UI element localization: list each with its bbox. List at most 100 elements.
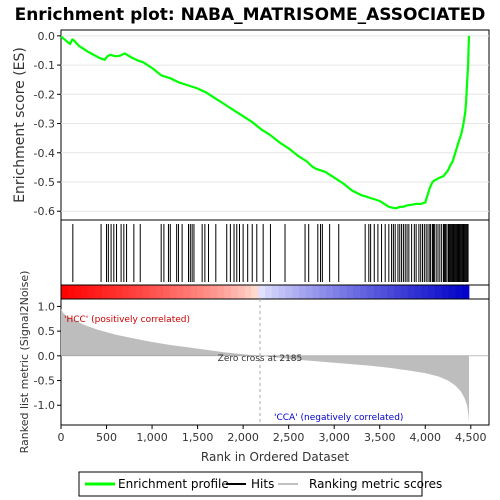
enrichment-y-axis: 0.0 -0.1 -0.2 -0.3 -0.4 -0.5 -0.6 bbox=[34, 30, 61, 218]
color-band-segment bbox=[428, 285, 436, 299]
color-band-segment bbox=[387, 285, 395, 299]
enrichment-profile-path bbox=[60, 35, 471, 210]
color-band-segment bbox=[203, 285, 211, 299]
x-axis-label: Rank in Ordered Dataset bbox=[201, 450, 349, 464]
rank-color-band bbox=[61, 285, 470, 299]
legend-label-enrichment: Enrichment profile bbox=[118, 477, 229, 491]
color-band-segment bbox=[448, 285, 456, 299]
x-tick-label: 0 bbox=[58, 431, 65, 444]
color-band-segment bbox=[285, 285, 293, 299]
es-y-tick-label: 0.0 bbox=[38, 30, 56, 43]
color-band-segment bbox=[407, 285, 415, 299]
es-y-tick-label: -0.4 bbox=[34, 147, 55, 160]
metric-y-tick-label: 0.5 bbox=[38, 325, 56, 338]
metric-y-tick-label: -0.5 bbox=[34, 375, 55, 388]
color-band-segment bbox=[224, 285, 232, 299]
positive-correlation-label: 'HCC' (positively correlated) bbox=[64, 315, 190, 325]
zero-cross-label: Zero cross at 2185 bbox=[218, 354, 303, 364]
color-band-segment bbox=[271, 285, 279, 299]
metric-y-tick-label: 0.0 bbox=[38, 350, 56, 363]
x-tick-label: 2,000 bbox=[227, 431, 259, 444]
metric-y-axis: 1.0 0.5 0.0 -0.5 -1.0 bbox=[34, 300, 61, 412]
color-band-segment bbox=[421, 285, 429, 299]
ranked-metric-area bbox=[61, 308, 489, 423]
color-band-segment bbox=[332, 285, 341, 299]
color-band-segment bbox=[244, 285, 252, 299]
color-band-segment bbox=[162, 285, 171, 299]
color-band-segment bbox=[455, 285, 463, 299]
color-band-segment bbox=[305, 285, 313, 299]
es-y-tick-label: -0.6 bbox=[34, 205, 55, 218]
enrichment-y-label: Enrichment score (ES) bbox=[12, 47, 28, 203]
color-band-segment bbox=[108, 285, 116, 299]
x-tick-label: 2,500 bbox=[273, 431, 305, 444]
legend-label-ranking: Ranking metric scores bbox=[309, 477, 442, 491]
enrichment-panel bbox=[60, 29, 490, 221]
color-band-segment bbox=[149, 285, 157, 299]
color-band-segment bbox=[346, 285, 354, 299]
x-tick-label: 3,500 bbox=[364, 431, 396, 444]
color-band-segment bbox=[156, 285, 164, 299]
x-tick-label: 1,500 bbox=[182, 431, 214, 444]
color-band-segment bbox=[230, 285, 239, 299]
enrichment-profile-line bbox=[60, 35, 471, 210]
color-band-segment bbox=[278, 285, 286, 299]
color-band-segment bbox=[462, 285, 470, 299]
x-axis: 0 500 1,000 1,500 2,000 2,500 3,000 3,500 4,000 4… bbox=[58, 425, 487, 444]
color-band-segment bbox=[366, 285, 375, 299]
color-band-segment bbox=[81, 285, 89, 299]
color-band-segment bbox=[210, 285, 218, 299]
es-y-tick-label: -0.5 bbox=[34, 176, 55, 189]
x-tick-label: 3,000 bbox=[318, 431, 350, 444]
color-band-segment bbox=[394, 285, 402, 299]
color-band-segment bbox=[101, 285, 109, 299]
negative-correlation-label: 'CCA' (negatively correlated) bbox=[274, 413, 403, 423]
color-band-segment bbox=[326, 285, 334, 299]
legend-box bbox=[78, 471, 423, 497]
color-band-segment bbox=[339, 285, 347, 299]
color-band-segment bbox=[373, 285, 381, 299]
legend-label-hits: Hits bbox=[251, 477, 274, 491]
color-band-segment bbox=[142, 285, 150, 299]
color-band-segment bbox=[441, 285, 449, 299]
x-tick-label: 4,000 bbox=[410, 431, 442, 444]
color-band-segment bbox=[264, 285, 273, 299]
color-band-segment bbox=[61, 285, 69, 299]
color-band-segment bbox=[169, 285, 177, 299]
x-tick-label: 500 bbox=[96, 431, 117, 444]
color-band-segment bbox=[94, 285, 103, 299]
color-band-segment bbox=[400, 285, 409, 299]
color-band-segment bbox=[88, 285, 96, 299]
color-band-segment bbox=[190, 285, 198, 299]
enrichment-grid bbox=[61, 35, 489, 212]
x-tick-label: 4,500 bbox=[455, 431, 487, 444]
chart-title: Enrichment plot: NABA_MATRISOME_ASSOCIAT… bbox=[15, 5, 486, 25]
color-band-segment bbox=[258, 285, 266, 299]
es-y-tick-label: -0.2 bbox=[34, 88, 55, 101]
color-band-segment bbox=[292, 285, 300, 299]
color-band-segment bbox=[298, 285, 307, 299]
color-band-segment bbox=[135, 285, 143, 299]
color-band-segment bbox=[414, 285, 422, 299]
color-band-segment bbox=[312, 285, 320, 299]
color-band-segment bbox=[67, 285, 75, 299]
color-band-segment bbox=[217, 285, 225, 299]
hit-marks bbox=[72, 224, 469, 282]
es-y-tick-label: -0.3 bbox=[34, 118, 55, 131]
color-band-segment bbox=[380, 285, 388, 299]
color-band-segment bbox=[122, 285, 130, 299]
color-band-segment bbox=[74, 285, 82, 299]
x-tick-label: 1,000 bbox=[136, 431, 168, 444]
es-y-tick-label: -0.1 bbox=[34, 59, 55, 72]
metric-y-label: Ranked list metric (Signal2Noise) bbox=[18, 271, 31, 454]
color-band-segment bbox=[176, 285, 184, 299]
color-band-segment bbox=[319, 285, 327, 299]
ranked-metric-fill bbox=[61, 308, 469, 423]
color-band-segment bbox=[353, 285, 361, 299]
color-band-segment bbox=[128, 285, 137, 299]
metric-y-tick-label: -1.0 bbox=[34, 399, 55, 412]
hits-panel bbox=[60, 219, 490, 286]
color-band-segment bbox=[360, 285, 368, 299]
color-band-segment bbox=[251, 285, 259, 299]
